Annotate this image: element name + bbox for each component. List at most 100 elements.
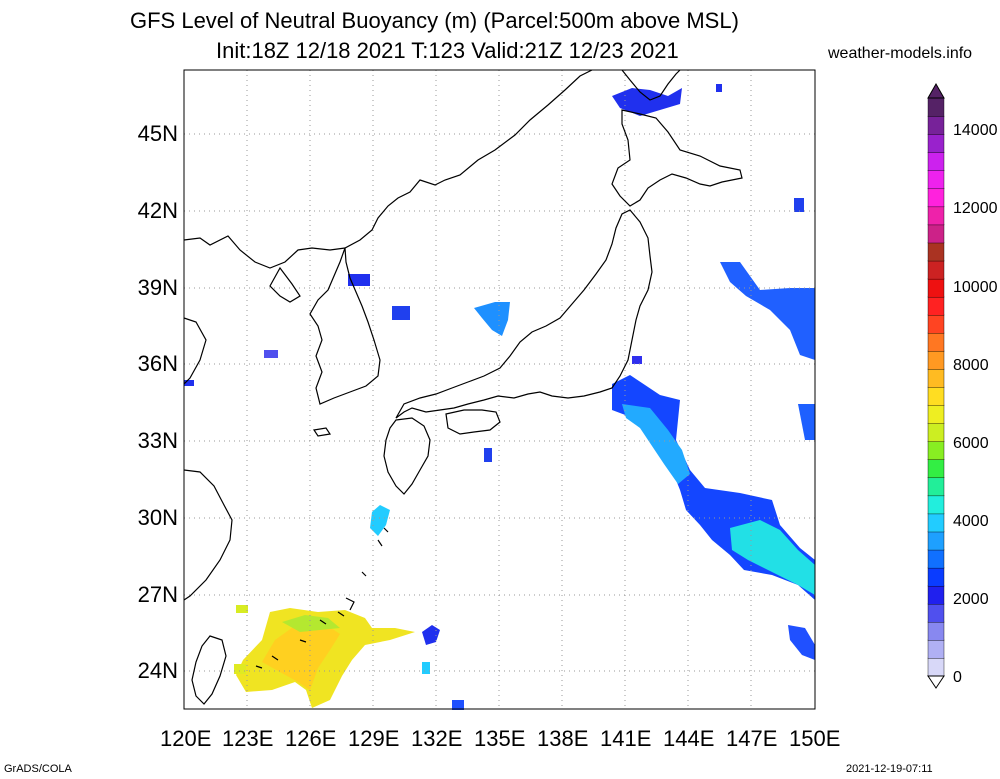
lat-label: 39N xyxy=(137,275,178,300)
colorbar-label: 2000 xyxy=(953,591,989,608)
colorbar-top-arrow xyxy=(927,82,945,99)
lnb-speck xyxy=(794,198,804,212)
lat-label: 36N xyxy=(137,351,178,376)
coastlines xyxy=(183,69,743,705)
lnb-speck xyxy=(632,356,642,364)
colorbar-segment xyxy=(927,224,945,244)
lnb-speck xyxy=(422,662,430,674)
coast-bohai xyxy=(269,266,301,303)
colorbar-label: 14000 xyxy=(953,122,998,139)
colorbar-segment xyxy=(927,477,945,497)
colorbar-segment xyxy=(927,97,945,117)
lnb-speck xyxy=(348,274,370,286)
lnb-speck xyxy=(452,700,464,710)
colorbar-label: 0 xyxy=(953,669,962,686)
lon-label: 150E xyxy=(789,726,841,751)
lon-label: 132E xyxy=(411,726,463,751)
lnb-speck xyxy=(184,380,194,386)
colorbar-segment xyxy=(927,242,945,262)
coast-hokkaido xyxy=(611,109,743,207)
colorbar-segment xyxy=(927,440,945,460)
lnb-speck xyxy=(236,605,248,613)
coast-shikoku xyxy=(445,409,501,435)
lnb-area-okinawa xyxy=(236,608,415,708)
lnb-core-okinawa xyxy=(262,622,340,690)
colorbar-segment xyxy=(927,585,945,605)
lat-label: 24N xyxy=(137,658,178,683)
lat-label: 33N xyxy=(137,428,178,453)
colorbar-label: 10000 xyxy=(953,279,998,296)
map-frame xyxy=(183,69,816,710)
colorbar-segment xyxy=(927,350,945,370)
colorbar-segment xyxy=(927,188,945,208)
lon-label: 144E xyxy=(663,726,715,751)
lnb-green-okinawa xyxy=(282,615,340,632)
lat-label: 30N xyxy=(137,505,178,530)
colorbar-segment xyxy=(927,513,945,533)
colorbar-segment xyxy=(927,170,945,190)
colorbar-segment xyxy=(927,133,945,153)
coast-china-south xyxy=(183,317,207,385)
lnb-area-hokkaido xyxy=(612,88,682,116)
lnb-speck xyxy=(392,306,410,320)
lat-label: 45N xyxy=(137,121,178,146)
footer-credit: GrADS/COLA xyxy=(4,763,72,775)
colorbar-segment xyxy=(927,206,945,226)
coast-ryukyu xyxy=(255,527,389,669)
coast-mainland xyxy=(183,69,593,269)
lnb-area-east-39n xyxy=(720,262,815,360)
colorbar-segment xyxy=(927,115,945,135)
colorbar-segment xyxy=(927,314,945,334)
lnb-speck xyxy=(484,448,492,462)
colorbar-segment xyxy=(927,531,945,551)
coast-kyushu xyxy=(383,417,431,495)
colorbar-segment xyxy=(927,296,945,316)
colorbar-segment xyxy=(927,386,945,406)
colorbar-segment xyxy=(927,621,945,641)
lnb-area-east-33n xyxy=(798,404,815,440)
colorbar-segment xyxy=(927,549,945,569)
lnb-band-east-core xyxy=(622,404,690,484)
colorbar-bottom-arrow xyxy=(927,675,945,689)
colorbar-segment xyxy=(927,657,945,677)
map-subtitle: Init:18Z 12/18 2021 T:123 Valid:21Z 12/2… xyxy=(216,38,679,63)
coast-jeju xyxy=(312,427,332,437)
lnb-speck xyxy=(264,350,278,358)
lnb-area-kagoshima xyxy=(370,505,390,536)
colorbar-label: 8000 xyxy=(953,357,989,374)
lat-label: 27N xyxy=(137,582,178,607)
lon-label: 123E xyxy=(222,726,274,751)
colorbar-segment xyxy=(927,332,945,352)
coast-korea xyxy=(309,247,381,405)
colorbar-segment xyxy=(927,567,945,587)
colorbar-segment xyxy=(927,639,945,659)
lon-label: 120E xyxy=(160,726,212,751)
lnb-area-hokuriku xyxy=(474,302,510,336)
lnb-area-east-25n xyxy=(788,625,815,660)
colorbar-label: 12000 xyxy=(953,200,998,217)
colorbar-segment xyxy=(927,260,945,280)
lon-label: 147E xyxy=(726,726,778,751)
colorbar-label: 4000 xyxy=(953,513,989,530)
coast-sakhalin xyxy=(621,69,681,101)
colorbar-label: 6000 xyxy=(953,435,989,452)
colorbar-segment xyxy=(927,278,945,298)
lon-label: 129E xyxy=(348,726,400,751)
colorbar-segment xyxy=(927,151,945,171)
lon-label: 135E xyxy=(474,726,526,751)
footer-timestamp: 2021-12-19-07:11 xyxy=(846,763,933,775)
lon-label: 141E xyxy=(600,726,652,751)
colorbar-segment xyxy=(927,404,945,424)
lon-label: 126E xyxy=(285,726,337,751)
colorbar-segment xyxy=(927,422,945,442)
lnb-area-south xyxy=(422,625,440,645)
lat-label: 42N xyxy=(137,198,178,223)
colorbar-segment xyxy=(927,603,945,623)
lnb-speck xyxy=(716,84,722,92)
colorbar-segment xyxy=(927,459,945,479)
map-title: GFS Level of Neutral Buoyancy (m) (Parce… xyxy=(130,8,739,33)
lon-label: 138E xyxy=(537,726,589,751)
colorbar-segment xyxy=(927,368,945,388)
coast-honshu xyxy=(395,209,653,419)
